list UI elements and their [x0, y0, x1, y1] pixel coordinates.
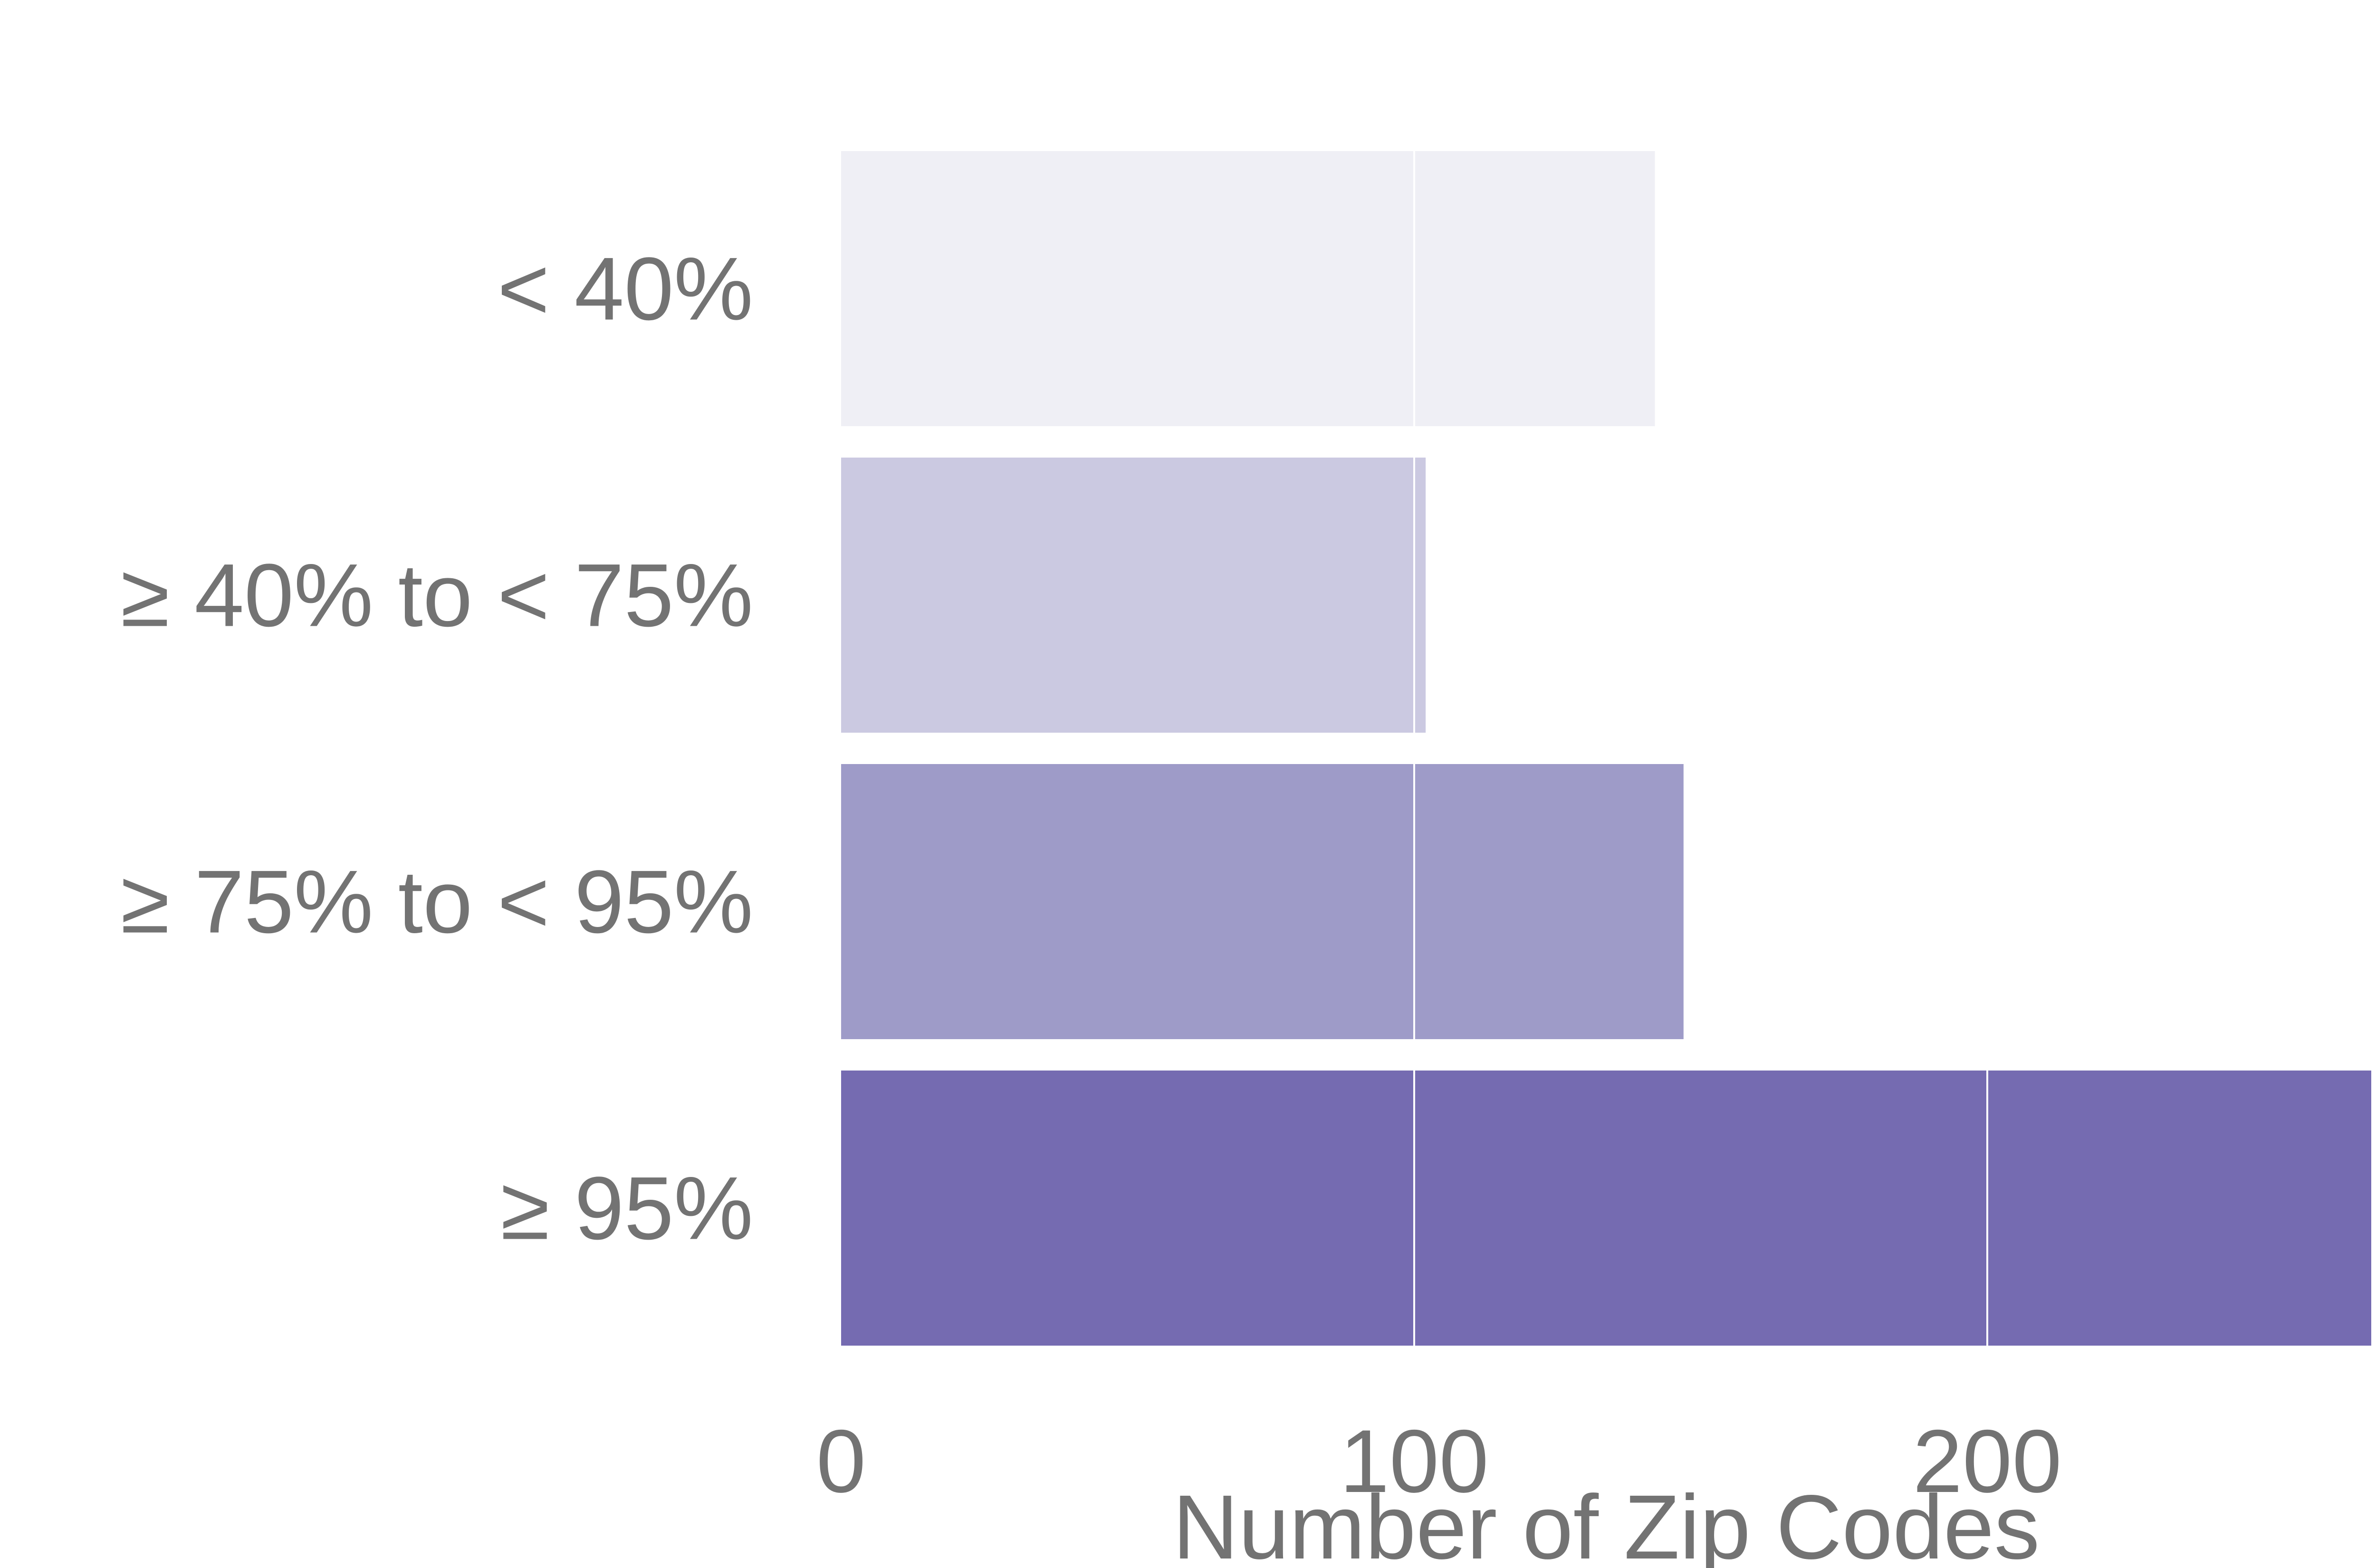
bar-3: [841, 1071, 2371, 1346]
x-tick-label: 200: [1913, 1411, 2062, 1511]
x-tick-label: 100: [1340, 1411, 1489, 1511]
y-tick-label: ≥ 95%: [500, 1158, 753, 1258]
bar-1: [841, 458, 1426, 733]
x-tick-label: 0: [816, 1411, 866, 1511]
x-tick-labels: 0 100 200: [816, 1411, 2062, 1511]
bars-group: [841, 151, 2371, 1346]
y-tick-labels: < 40% ≥ 40% to < 75% ≥ 75% to < 95% ≥ 95%: [121, 239, 753, 1258]
bar-2: [841, 764, 1684, 1039]
x-axis-title: Number of Zip Codes: [1173, 1476, 2040, 1568]
y-tick-label: ≥ 75% to < 95%: [121, 852, 753, 952]
y-tick-label: ≥ 40% to < 75%: [121, 545, 753, 645]
bar-0: [841, 151, 1655, 426]
y-tick-label: < 40%: [498, 239, 753, 339]
gridlines-group: [1413, 135, 1988, 1361]
